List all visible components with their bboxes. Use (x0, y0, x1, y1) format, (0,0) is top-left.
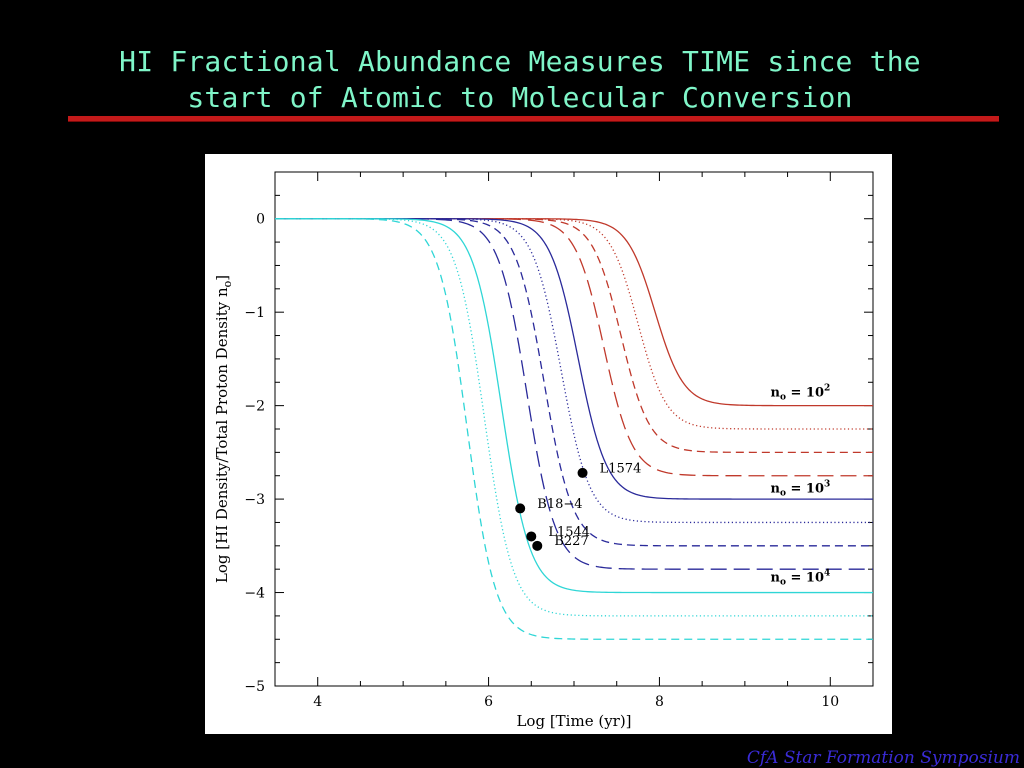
y-tick-label: −2 (244, 399, 265, 415)
x-tick-label: 10 (821, 694, 839, 710)
y-tick-label: −5 (244, 679, 265, 695)
y-tick-label: −4 (244, 586, 265, 602)
series-line-n3-solid (275, 218, 873, 500)
x-axis-label: Log [Time (yr)] (516, 712, 631, 730)
data-point-marker (526, 531, 537, 542)
series-line-n3-dotted (275, 218, 873, 524)
title-divider (68, 116, 999, 121)
slide-title-line-2: start of Atomic to Molecular Conversion (187, 81, 853, 114)
curve-label-n2: no = 102 (770, 383, 830, 402)
curve-label-n4: no = 104 (770, 568, 830, 587)
slide-title: HI Fractional Abundance Measures TIME si… (40, 44, 1000, 116)
footer-caption: CfA Star Formation Symposium (746, 748, 1020, 768)
y-axis-label: Log [HI Density/Total Proton Density no] (213, 275, 234, 583)
y-tick-label: −1 (244, 305, 265, 321)
data-point-label: L1574 (600, 461, 642, 476)
data-point-marker (577, 467, 588, 478)
data-point-marker (515, 503, 526, 514)
data-point-label: B227 (554, 534, 588, 549)
series-line-n4-dashed (275, 218, 873, 640)
y-tick-label: −3 (244, 492, 265, 508)
curve-label-n3: no = 103 (770, 480, 830, 499)
x-tick-label: 8 (655, 694, 664, 710)
data-point-marker (532, 540, 543, 551)
data-point-label: B18−4 (537, 497, 582, 512)
series-line-n3-dashed (275, 218, 873, 547)
data-point-label: L1544 (548, 525, 590, 540)
x-tick-label: 4 (313, 694, 322, 710)
series-line-n4-dotted (275, 218, 873, 617)
series-line-n2-dashed (275, 218, 873, 454)
chart-panel: 4 6 8 10 0 −1 −2 −3 −4 −5 Log [Time (yr)] Log [HI D… (205, 154, 892, 734)
y-tick-label: 0 (256, 212, 265, 228)
x-tick-label: 6 (484, 694, 493, 710)
slide-title-line-1: HI Fractional Abundance Measures TIME si… (119, 45, 921, 78)
hi-abundance-chart: 4 6 8 10 0 −1 −2 −3 −4 −5 Log [Time (yr)] Log [HI D… (213, 171, 874, 730)
